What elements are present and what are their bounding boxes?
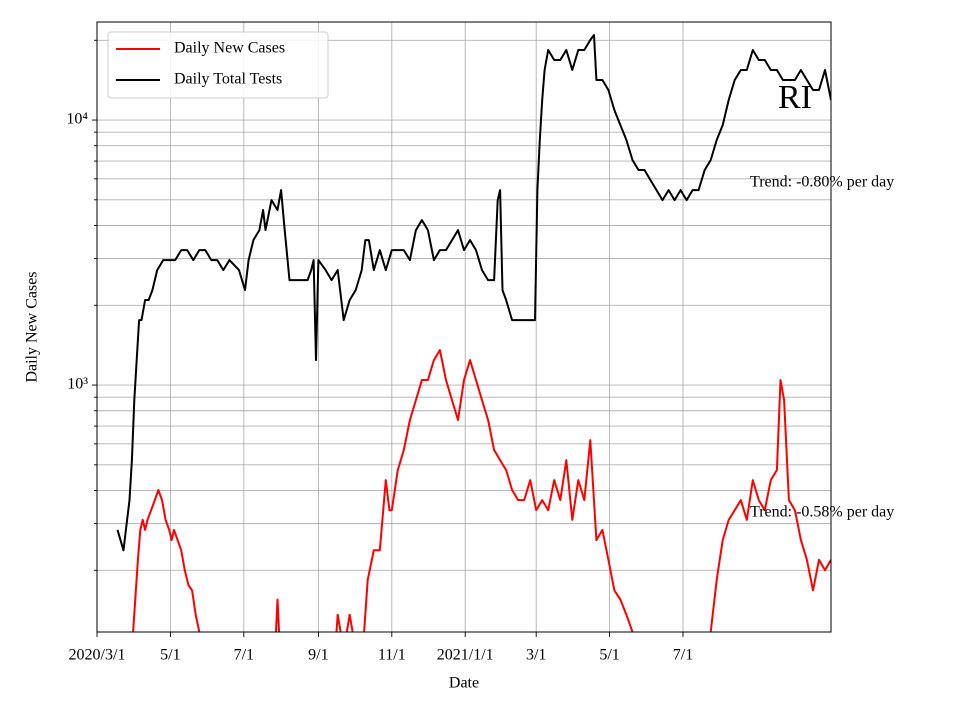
x-tick-label: 11/1 — [378, 647, 406, 664]
x-tick-label: 5/1 — [160, 647, 180, 664]
annotation: Trend: -0.80% per day — [750, 174, 894, 191]
plot-area — [116, 34, 831, 632]
legend-label: Daily New Cases — [174, 40, 285, 57]
x-tick-label: 3/1 — [526, 647, 546, 664]
legend-label: Daily Total Tests — [174, 71, 282, 88]
legend-box — [107, 31, 329, 99]
x-tick-label: 9/1 — [308, 647, 328, 664]
legend: Daily New Cases Daily Total Tests — [107, 31, 329, 99]
x-tick-label: 2021/1/1 — [437, 647, 494, 664]
x-tick-label: 7/1 — [673, 647, 693, 664]
series-line — [116, 34, 831, 552]
x-tick-label: 7/1 — [234, 647, 254, 664]
x-axis-label: Date — [449, 675, 479, 692]
annotation: RI — [778, 79, 812, 116]
y-axis-label: Daily New Cases — [24, 271, 41, 382]
series-line — [132, 349, 831, 632]
x-tick-label: 2020/3/1 — [69, 647, 126, 664]
axes-frame — [96, 21, 832, 633]
y-tick-label: 10⁴ — [66, 111, 88, 128]
y-tick-label: 10³ — [67, 376, 88, 393]
annotation: Trend: -0.58% per day — [750, 504, 894, 521]
grid — [96, 22, 831, 632]
x-tick-label: 5/1 — [599, 647, 619, 664]
